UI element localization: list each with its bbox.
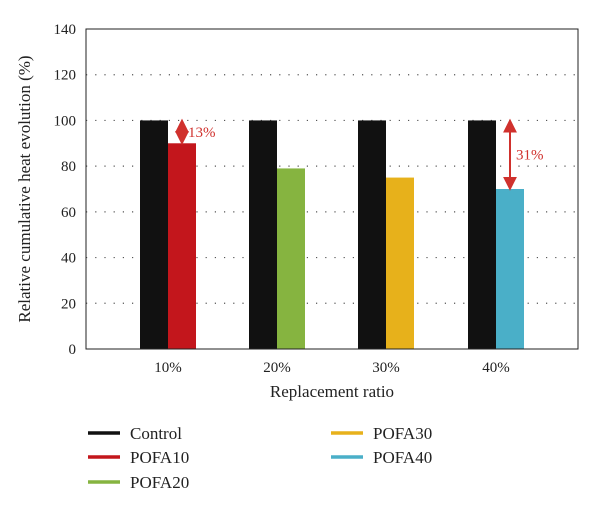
x-tick-label: 30%: [372, 360, 400, 376]
legend: Control POFA10 POFA20 POFA30 POFA40: [88, 424, 432, 492]
legend-label: Control: [130, 424, 182, 443]
y-axis-label: Relative cumulative heat evolution (%): [15, 55, 34, 322]
y-tick-label: 100: [54, 113, 77, 129]
bar-control-40pct: [468, 120, 496, 349]
y-tick-label: 20: [61, 296, 76, 312]
bar-control-20pct: [249, 120, 277, 349]
y-tick-label: 140: [54, 22, 77, 38]
legend-label: POFA10: [130, 448, 189, 467]
difference-label: 31%: [516, 148, 544, 164]
y-tick-label: 0: [69, 342, 77, 358]
legend-label: POFA30: [373, 424, 432, 443]
bar-pofa30: [386, 177, 414, 349]
x-tick-label: 10%: [154, 360, 182, 376]
bar-pofa20: [277, 168, 305, 349]
y-tick-label: 120: [54, 68, 77, 84]
x-tick-label: 20%: [263, 360, 291, 376]
bar-control-10pct: [140, 120, 168, 349]
difference-label: 13%: [188, 125, 216, 141]
bar-control-30pct: [358, 120, 386, 349]
x-axis-label: Replacement ratio: [270, 382, 394, 401]
legend-label: POFA40: [373, 448, 432, 467]
y-tick-label: 40: [61, 251, 76, 267]
bars: [140, 120, 524, 349]
y-tick-label: 80: [61, 159, 76, 175]
bar-pofa40: [496, 189, 524, 349]
legend-label: POFA20: [130, 473, 189, 492]
bar-pofa10: [168, 143, 196, 349]
plot-frame: [85, 28, 579, 350]
x-axis-ticks: 10% 20% 30% 40%: [154, 360, 510, 376]
y-tick-label: 60: [61, 205, 76, 221]
y-axis-ticks: 0 20 40 60 80 100 120 140: [54, 22, 77, 358]
annotations: 13% 31%: [175, 118, 544, 191]
x-tick-label: 40%: [482, 360, 510, 376]
